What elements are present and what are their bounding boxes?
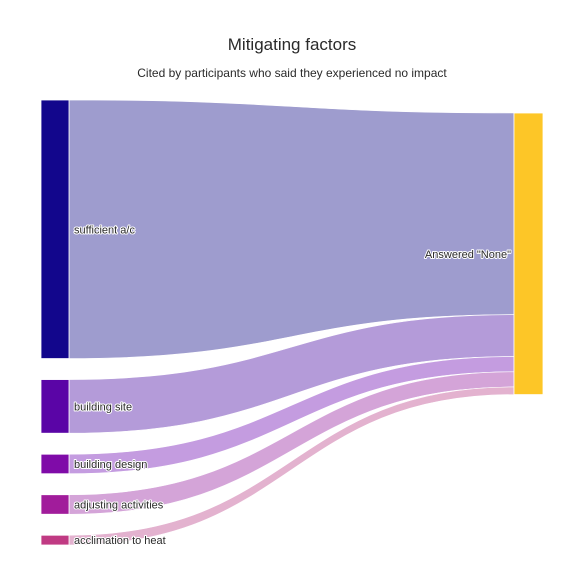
- node-answered-none[interactable]: [513, 112, 544, 395]
- labels-layer: sufficient a/c building site building desi…: [73, 223, 512, 548]
- chart-title: Mitigating factors: [228, 35, 357, 54]
- node-building-design[interactable]: [40, 453, 70, 475]
- node-label-answered-none: Answered "None": [425, 249, 511, 261]
- node-label-adjusting-activities: adjusting activities: [74, 499, 164, 511]
- node-building-site[interactable]: [40, 379, 70, 434]
- node-label-acclimation-to-heat: acclimation to heat: [74, 535, 166, 547]
- links-layer: [68, 99, 515, 546]
- node-sufficient-a-c[interactable]: [40, 99, 70, 359]
- chart-subtitle: Cited by participants who said they expe…: [137, 66, 447, 80]
- node-label-sufficient-a-c: sufficient a/c: [74, 224, 135, 236]
- nodes-layer: [40, 99, 544, 546]
- node-adjusting-activities[interactable]: [40, 494, 70, 515]
- node-label-building-design: building design: [74, 459, 147, 471]
- node-acclimation-to-heat[interactable]: [40, 534, 70, 546]
- node-label-building-site: building site: [74, 401, 132, 413]
